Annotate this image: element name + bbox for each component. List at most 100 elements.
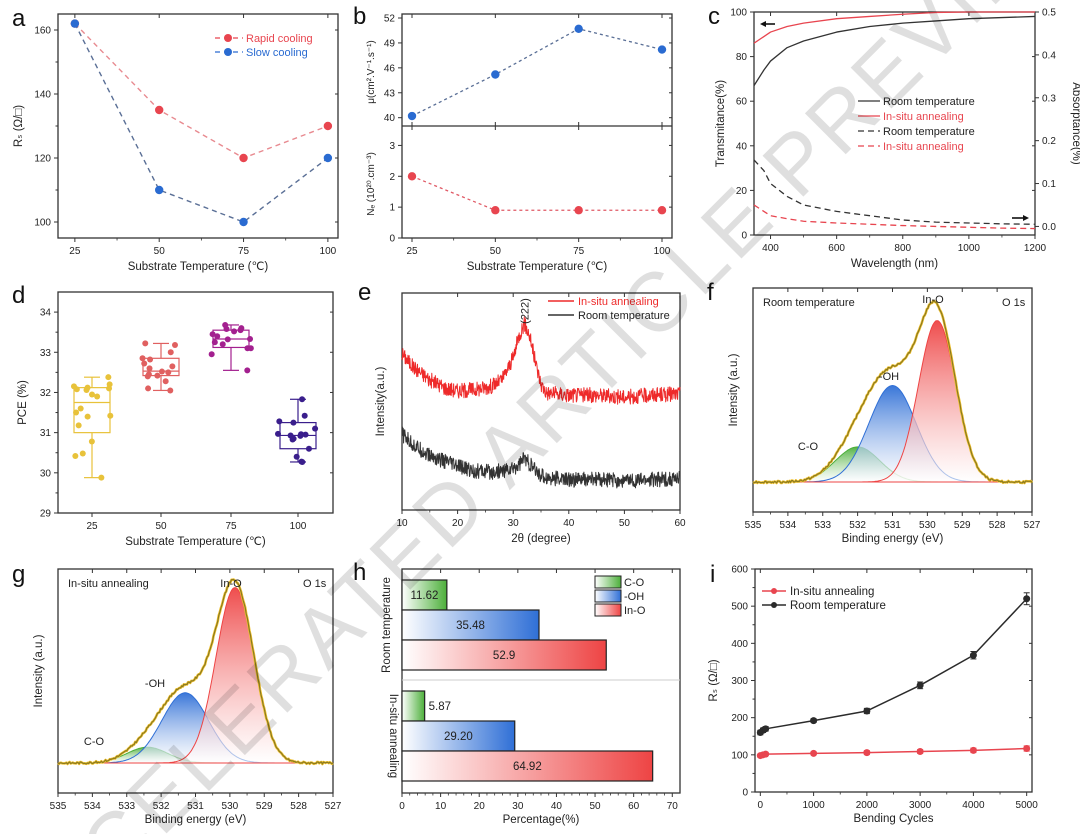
- x-tick-label: 10: [435, 801, 447, 812]
- panel-a-chart: 25 50 75 100 100 120 140 160 Substrate Temperatu…: [13, 13, 339, 273]
- x-tick-label: 20: [474, 801, 486, 812]
- x-tick-label: 530: [919, 520, 936, 531]
- y-tick-label: 500: [731, 602, 748, 613]
- data-point: [77, 405, 84, 412]
- data-point: [1023, 595, 1031, 603]
- panel-i-chart: 0 1000 2000 3000 4000 5000 0 100 200 300 400 500 600…: [708, 565, 1038, 826]
- y-tick-label: 600: [731, 565, 748, 576]
- x-tick-label: 800: [894, 243, 911, 254]
- y-tick-label: 0: [389, 234, 395, 245]
- data-point: [323, 121, 333, 131]
- legend-label: In-situ annealing: [790, 586, 874, 598]
- x-axis-label: Binding energy (eV): [842, 533, 944, 545]
- data-point: [293, 453, 300, 460]
- y-tick-label: 46: [384, 63, 396, 74]
- envelope-curve: [752, 300, 1033, 484]
- data-point: [142, 340, 149, 347]
- x-tick-label: 50: [154, 246, 166, 257]
- peak-label: In-O: [922, 294, 944, 306]
- peak-label: C-O: [84, 736, 105, 748]
- data-point: [491, 70, 500, 79]
- x-tick-label: 3000: [909, 800, 932, 811]
- box: [142, 357, 180, 377]
- x-tick-label: 1000: [958, 243, 981, 254]
- envelope-curve: [57, 578, 334, 765]
- data-point: [94, 393, 101, 400]
- y-tick-label: 400: [731, 639, 748, 650]
- data-point: [73, 409, 80, 416]
- panel-letter: c: [708, 3, 720, 30]
- box: [73, 387, 111, 434]
- group-label: Room temperature: [381, 577, 393, 673]
- data-point: [208, 351, 215, 358]
- y2-axis-label: Absorptance(%): [1070, 82, 1080, 165]
- peak-label: (222): [519, 298, 531, 324]
- series-line: [411, 175, 662, 211]
- data-point: [144, 373, 151, 380]
- legend: C-O -OH In-O: [594, 575, 646, 617]
- data-point: [289, 436, 296, 443]
- data-point: [106, 385, 113, 392]
- legend-marker: [771, 602, 777, 608]
- bar-value-label: 11.62: [410, 590, 438, 602]
- series-line: [760, 747, 1027, 757]
- bar-group: 5.87 29.20 64.92 In-situ annealing: [387, 690, 654, 782]
- series-line: [753, 159, 1036, 225]
- arrow-right-icon: [1023, 215, 1029, 221]
- x-tick-label: 0: [399, 801, 405, 812]
- data-point: [211, 339, 218, 346]
- x-axis-label: Substrate Temperature (℃): [128, 261, 269, 273]
- peak-label: -OH: [145, 678, 165, 690]
- x-tick-label: 534: [84, 801, 101, 812]
- x-tick-label: 5000: [1016, 800, 1039, 811]
- series-line: [753, 11, 1035, 44]
- data-point: [301, 412, 308, 419]
- panel-b-chart: 25 50 75 100 Substrate Temperature (℃) 40 43 46…: [366, 13, 673, 273]
- data-point: [297, 432, 304, 439]
- x-tick-label: 528: [989, 520, 1006, 531]
- y-tick-label: 160: [34, 26, 51, 37]
- y-axis-label: Intensity(a.u.): [375, 366, 387, 436]
- y-axis-label: Rₛ (Ω/□): [708, 659, 720, 701]
- bar-ino: [401, 639, 607, 671]
- x-tick-label: 600: [828, 243, 845, 254]
- x-tick-label: 75: [238, 246, 250, 257]
- data-point: [762, 750, 770, 758]
- x-tick-label: 50: [155, 521, 167, 532]
- x-axis-label: Wavelength (nm): [851, 258, 938, 270]
- data-point: [223, 325, 230, 332]
- data-point: [141, 360, 148, 367]
- data-point: [247, 336, 254, 343]
- plot-frame: [57, 291, 334, 514]
- data-point: [219, 341, 226, 348]
- x-tick-label: 25: [406, 246, 418, 257]
- y2-tick-label: 0.4: [1042, 50, 1056, 61]
- panel-letter: i: [710, 561, 715, 588]
- x-tick-label: 75: [225, 521, 237, 532]
- legend-label: In-O: [624, 605, 646, 617]
- data-point: [762, 725, 770, 733]
- panel-letter: d: [12, 282, 25, 309]
- peak-label: -OH: [879, 371, 899, 383]
- x-tick-label: 533: [118, 801, 135, 812]
- legend-label: Room temperature: [578, 310, 670, 322]
- y-tick-label: 20: [736, 186, 748, 197]
- legend-label: Room temperature: [790, 600, 886, 612]
- y2-tick-label: 0.2: [1042, 136, 1056, 147]
- x-tick-label: 25: [69, 246, 81, 257]
- x-tick-label: 30: [508, 518, 520, 529]
- legend-label: Room temperature: [883, 96, 975, 108]
- series-line: [753, 15, 1036, 86]
- x-tick-label: 532: [153, 801, 170, 812]
- data-point: [657, 206, 667, 215]
- x-tick-label: 100: [320, 246, 337, 257]
- y2-tick-label: 0.1: [1042, 179, 1056, 190]
- box-50: [139, 340, 180, 394]
- legend-swatch: [594, 603, 622, 617]
- x-tick-label: 50: [490, 246, 502, 257]
- x-tick-label: 75: [573, 246, 585, 257]
- bar-co: [401, 579, 448, 611]
- x-tick-label: 100: [290, 521, 307, 532]
- y-axis-label: Nₑ (10²⁰.cm⁻³): [366, 152, 377, 216]
- panel-letter: e: [358, 279, 371, 306]
